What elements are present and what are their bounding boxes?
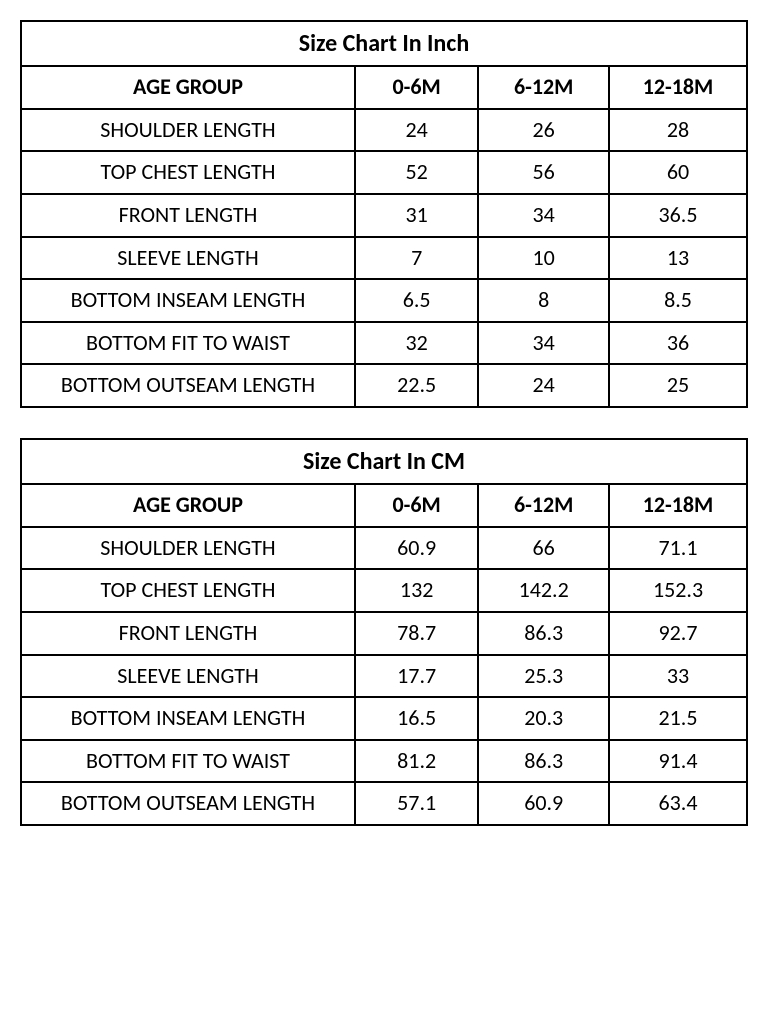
cell-value: 66 [478, 527, 609, 570]
table: Size Chart In Inch AGE GROUP 0-6M 6-12M … [20, 20, 748, 408]
table-row: BOTTOM INSEAM LENGTH 6.5 8 8.5 [21, 279, 747, 322]
cell-value: 92.7 [609, 612, 747, 655]
cell-value: 56 [478, 151, 609, 194]
table-title: Size Chart In CM [21, 439, 747, 484]
table-row: FRONT LENGTH 31 34 36.5 [21, 194, 747, 237]
table-title: Size Chart In Inch [21, 21, 747, 66]
cell-value: 86.3 [478, 612, 609, 655]
table-row: TOP CHEST LENGTH 52 56 60 [21, 151, 747, 194]
cell-value: 33 [609, 655, 747, 698]
cell-value: 36 [609, 322, 747, 365]
row-label: BOTTOM OUTSEAM LENGTH [21, 782, 355, 825]
cell-value: 132 [355, 569, 478, 612]
column-header: 6-12M [478, 484, 609, 527]
cell-value: 25 [609, 364, 747, 407]
table-row: SHOULDER LENGTH 60.9 66 71.1 [21, 527, 747, 570]
cell-value: 24 [478, 364, 609, 407]
cell-value: 17.7 [355, 655, 478, 698]
table-row: BOTTOM FIT TO WAIST 32 34 36 [21, 322, 747, 365]
row-label: FRONT LENGTH [21, 612, 355, 655]
cell-value: 60 [609, 151, 747, 194]
cell-value: 60.9 [355, 527, 478, 570]
cell-value: 152.3 [609, 569, 747, 612]
cell-value: 63.4 [609, 782, 747, 825]
cell-value: 13 [609, 237, 747, 280]
cell-value: 21.5 [609, 697, 747, 740]
table-title-row: Size Chart In Inch [21, 21, 747, 66]
row-label: FRONT LENGTH [21, 194, 355, 237]
cell-value: 71.1 [609, 527, 747, 570]
row-label: BOTTOM OUTSEAM LENGTH [21, 364, 355, 407]
row-label: BOTTOM INSEAM LENGTH [21, 279, 355, 322]
cell-value: 78.7 [355, 612, 478, 655]
row-label: TOP CHEST LENGTH [21, 569, 355, 612]
cell-value: 7 [355, 237, 478, 280]
row-label: TOP CHEST LENGTH [21, 151, 355, 194]
cell-value: 20.3 [478, 697, 609, 740]
cell-value: 91.4 [609, 740, 747, 783]
cell-value: 22.5 [355, 364, 478, 407]
table-row: SHOULDER LENGTH 24 26 28 [21, 109, 747, 152]
cell-value: 52 [355, 151, 478, 194]
table: Size Chart In CM AGE GROUP 0-6M 6-12M 12… [20, 438, 748, 826]
table-row: BOTTOM FIT TO WAIST 81.2 86.3 91.4 [21, 740, 747, 783]
table-row: BOTTOM INSEAM LENGTH 16.5 20.3 21.5 [21, 697, 747, 740]
row-label: BOTTOM FIT TO WAIST [21, 322, 355, 365]
row-label: SHOULDER LENGTH [21, 527, 355, 570]
cell-value: 16.5 [355, 697, 478, 740]
cell-value: 10 [478, 237, 609, 280]
header-label: AGE GROUP [21, 484, 355, 527]
row-label: SHOULDER LENGTH [21, 109, 355, 152]
cell-value: 81.2 [355, 740, 478, 783]
cell-value: 25.3 [478, 655, 609, 698]
table-header-row: AGE GROUP 0-6M 6-12M 12-18M [21, 66, 747, 109]
cell-value: 57.1 [355, 782, 478, 825]
cell-value: 28 [609, 109, 747, 152]
cell-value: 6.5 [355, 279, 478, 322]
table-header-row: AGE GROUP 0-6M 6-12M 12-18M [21, 484, 747, 527]
header-label: AGE GROUP [21, 66, 355, 109]
size-chart-cm: Size Chart In CM AGE GROUP 0-6M 6-12M 12… [20, 438, 748, 826]
row-label: BOTTOM INSEAM LENGTH [21, 697, 355, 740]
size-chart-inch: Size Chart In Inch AGE GROUP 0-6M 6-12M … [20, 20, 748, 408]
table-title-row: Size Chart In CM [21, 439, 747, 484]
cell-value: 36.5 [609, 194, 747, 237]
cell-value: 142.2 [478, 569, 609, 612]
table-row: FRONT LENGTH 78.7 86.3 92.7 [21, 612, 747, 655]
column-header: 0-6M [355, 66, 478, 109]
cell-value: 24 [355, 109, 478, 152]
cell-value: 34 [478, 322, 609, 365]
table-row: SLEEVE LENGTH 17.7 25.3 33 [21, 655, 747, 698]
column-header: 0-6M [355, 484, 478, 527]
cell-value: 34 [478, 194, 609, 237]
table-row: TOP CHEST LENGTH 132 142.2 152.3 [21, 569, 747, 612]
column-header: 6-12M [478, 66, 609, 109]
row-label: BOTTOM FIT TO WAIST [21, 740, 355, 783]
cell-value: 8.5 [609, 279, 747, 322]
cell-value: 8 [478, 279, 609, 322]
row-label: SLEEVE LENGTH [21, 237, 355, 280]
cell-value: 32 [355, 322, 478, 365]
column-header: 12-18M [609, 484, 747, 527]
cell-value: 86.3 [478, 740, 609, 783]
table-row: BOTTOM OUTSEAM LENGTH 57.1 60.9 63.4 [21, 782, 747, 825]
cell-value: 31 [355, 194, 478, 237]
cell-value: 60.9 [478, 782, 609, 825]
row-label: SLEEVE LENGTH [21, 655, 355, 698]
table-row: BOTTOM OUTSEAM LENGTH 22.5 24 25 [21, 364, 747, 407]
table-row: SLEEVE LENGTH 7 10 13 [21, 237, 747, 280]
cell-value: 26 [478, 109, 609, 152]
column-header: 12-18M [609, 66, 747, 109]
